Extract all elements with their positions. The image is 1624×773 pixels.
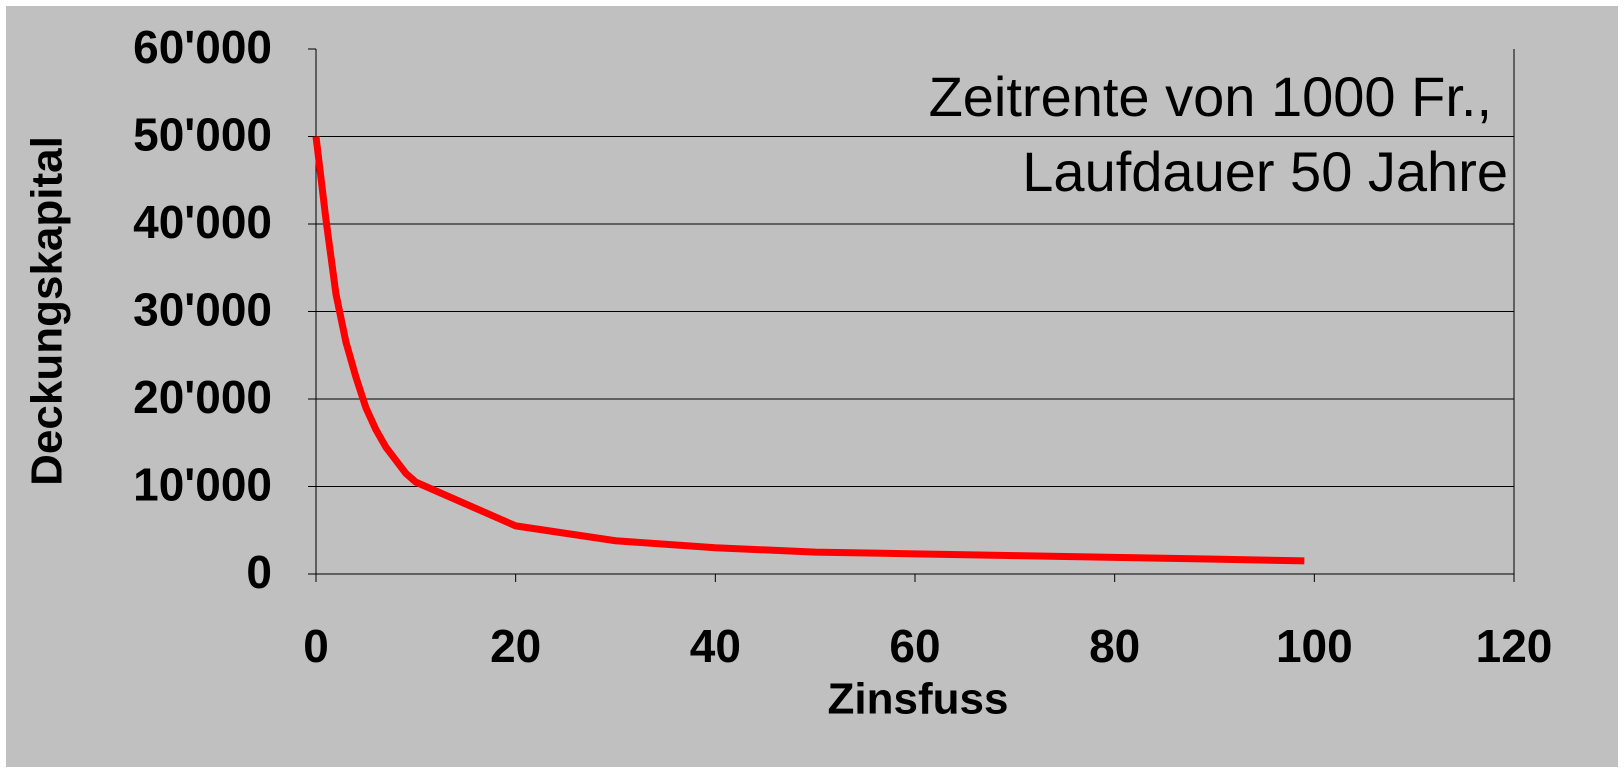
x-tick-label: 100 [1276,620,1353,672]
y-tick-label: 10'000 [133,459,272,511]
y-tick-label: 60'000 [133,21,272,73]
x-tick-label: 80 [1089,620,1140,672]
x-tick-label: 60 [889,620,940,672]
y-axis-title: Deckungskapital [23,136,72,486]
x-tick-label: 0 [303,620,329,672]
annotation: Zeitrente von 1000 Fr., [929,65,1492,128]
chart-background [6,6,1618,767]
y-tick-label: 30'000 [133,284,272,336]
x-tick-label: 20 [490,620,541,672]
x-axis-title: Zinsfuss [828,675,1009,724]
x-tick-label: 40 [690,620,741,672]
y-tick-label: 50'000 [133,109,272,161]
annotation: Laufdauer 50 Jahre [1022,140,1508,203]
y-tick-label: 40'000 [133,196,272,248]
y-tick-label: 0 [246,546,272,598]
x-tick-label: 120 [1476,620,1553,672]
y-tick-label: 20'000 [133,371,272,423]
data-line [312,136,1305,565]
